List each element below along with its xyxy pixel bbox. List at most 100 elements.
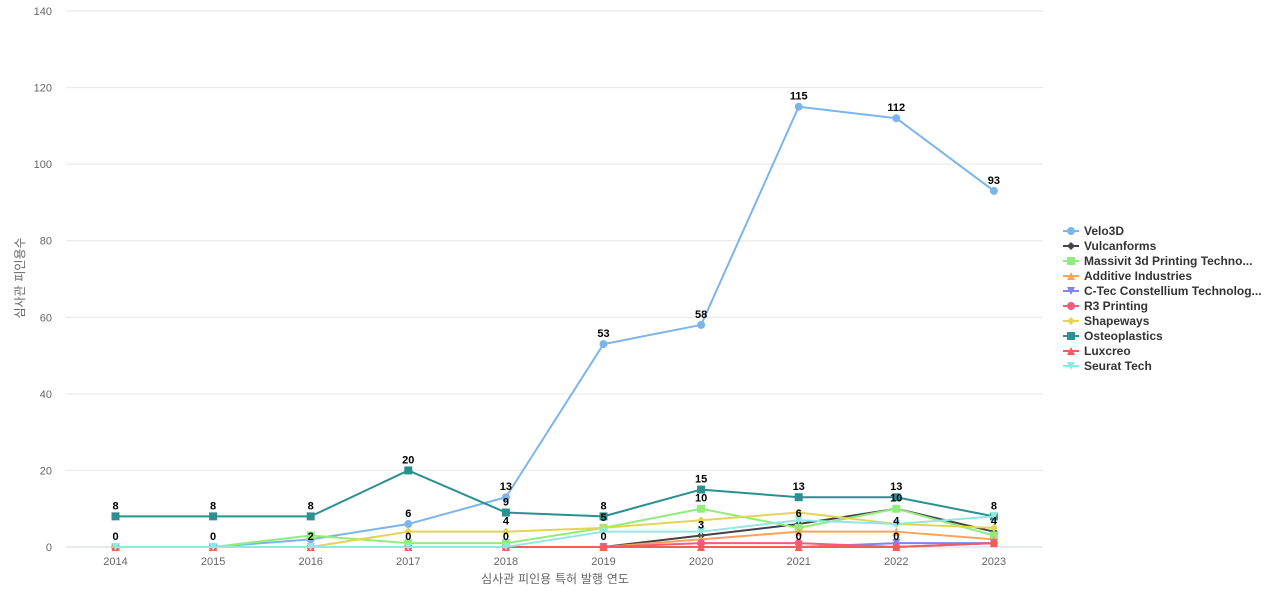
x-tick-label: 2020 xyxy=(689,556,713,568)
legend-item-osteoplastics[interactable]: Osteoplastics xyxy=(1063,329,1163,343)
data-label: 4 xyxy=(991,516,998,528)
legend-label: R3 Printing xyxy=(1084,299,1148,313)
data-point xyxy=(794,527,803,536)
data-point xyxy=(501,508,510,517)
legend-label: Velo3D xyxy=(1084,224,1124,238)
data-label: 4 xyxy=(503,516,510,528)
legend-item-shapeways[interactable]: Shapeways xyxy=(1063,314,1150,328)
x-tick-label: 2023 xyxy=(982,556,1006,568)
data-label: 2 xyxy=(308,531,314,543)
legend-label: Osteoplastics xyxy=(1084,329,1163,343)
data-label: 0 xyxy=(210,531,216,543)
legend-marker xyxy=(1067,272,1075,280)
data-point xyxy=(892,527,901,536)
series-line xyxy=(115,105,995,548)
y-tick-label: 80 xyxy=(40,236,52,248)
legend-marker xyxy=(1067,347,1075,355)
legend-marker xyxy=(1067,257,1075,265)
y-axis-ticks: 0 20 40 60 80 100 120 140 xyxy=(34,6,52,554)
legend-marker xyxy=(1067,317,1075,325)
data-label: 20 xyxy=(402,454,414,466)
legend-label: Massivit 3d Printing Techno... xyxy=(1084,254,1252,268)
data-point xyxy=(404,543,413,551)
legend-item-c-tec-constellium-technology-center[interactable]: C-Tec Constellium Technolog... xyxy=(1063,284,1262,298)
data-point xyxy=(209,512,218,521)
data-label: 0 xyxy=(112,531,118,543)
data-point xyxy=(794,543,803,551)
x-tick-label: 2021 xyxy=(786,556,810,568)
data-label: 13 xyxy=(890,481,902,493)
y-tick-label: 20 xyxy=(40,465,52,477)
y-tick-label: 0 xyxy=(46,542,52,554)
data-label: 93 xyxy=(988,175,1000,187)
data-point xyxy=(892,520,901,529)
legend-marker xyxy=(1067,332,1075,340)
data-label: 9 xyxy=(503,497,509,509)
series-line xyxy=(115,515,994,548)
data-label: 10 xyxy=(890,493,902,505)
data-label: 3 xyxy=(698,520,704,532)
series-group xyxy=(111,102,998,551)
legend-label: Vulcanforms xyxy=(1084,239,1157,253)
legend-item-vulcanforms[interactable]: Vulcanforms xyxy=(1063,239,1157,253)
data-label: 13 xyxy=(500,481,512,493)
data-label: 115 xyxy=(790,91,808,103)
y-axis-title: 심사관 피인용수 xyxy=(13,237,27,318)
data-label: 8 xyxy=(112,500,118,512)
data-point xyxy=(306,543,315,551)
data-point xyxy=(599,340,608,349)
x-tick-label: 2019 xyxy=(591,556,615,568)
data-point xyxy=(892,493,901,502)
data-point xyxy=(306,512,315,521)
data-label: 6 xyxy=(405,508,411,520)
data-point xyxy=(697,527,706,536)
data-label: 0 xyxy=(405,531,411,543)
legend-item-r3-printing[interactable]: R3 Printing xyxy=(1063,299,1148,313)
data-point xyxy=(697,504,706,513)
data-point xyxy=(501,493,510,502)
data-point xyxy=(501,527,510,536)
data-label: 0 xyxy=(600,531,606,543)
data-point xyxy=(989,186,998,195)
data-point xyxy=(599,527,608,536)
data-label: 8 xyxy=(600,500,606,512)
data-point xyxy=(111,543,120,551)
data-point xyxy=(599,512,608,521)
legend-item-seurat-tech[interactable]: Seurat Tech xyxy=(1063,359,1152,373)
legend-marker xyxy=(1067,362,1075,370)
data-label: 4 xyxy=(893,516,900,528)
data-point xyxy=(794,102,803,111)
data-point xyxy=(892,114,901,123)
legend-item-massivit-3d-printing-technologies[interactable]: Massivit 3d Printing Techno... xyxy=(1063,254,1252,268)
data-point xyxy=(892,504,901,513)
legend-item-additive-industries[interactable]: Additive Industries xyxy=(1063,269,1192,283)
data-point xyxy=(404,520,413,529)
data-label: 6 xyxy=(796,508,802,520)
legend-label: Seurat Tech xyxy=(1084,359,1152,373)
data-label: 13 xyxy=(793,481,805,493)
data-point xyxy=(111,512,120,521)
data-point xyxy=(989,512,998,521)
data-label: 8 xyxy=(991,500,997,512)
legend-label: C-Tec Constellium Technolog... xyxy=(1084,284,1262,298)
x-tick-label: 2018 xyxy=(494,556,518,568)
data-point xyxy=(697,485,706,494)
y-tick-label: 120 xyxy=(34,83,52,95)
data-label: 10 xyxy=(695,493,707,505)
legend-item-velo3d[interactable]: Velo3D xyxy=(1063,224,1124,238)
data-point xyxy=(794,516,803,525)
x-axis-title: 심사관 피인용 특허 발행 연도 xyxy=(481,571,629,586)
y-tick-label: 60 xyxy=(40,312,52,324)
legend-item-luxcreo[interactable]: Luxcreo xyxy=(1063,344,1131,358)
data-point xyxy=(989,523,998,532)
data-point xyxy=(697,543,706,551)
y-tick-label: 100 xyxy=(34,159,52,171)
data-point xyxy=(697,320,706,329)
legend-marker xyxy=(1067,242,1075,250)
data-label: 0 xyxy=(893,531,899,543)
data-point xyxy=(404,527,413,536)
legend-marker xyxy=(1067,302,1075,310)
legend-marker xyxy=(1067,287,1075,295)
